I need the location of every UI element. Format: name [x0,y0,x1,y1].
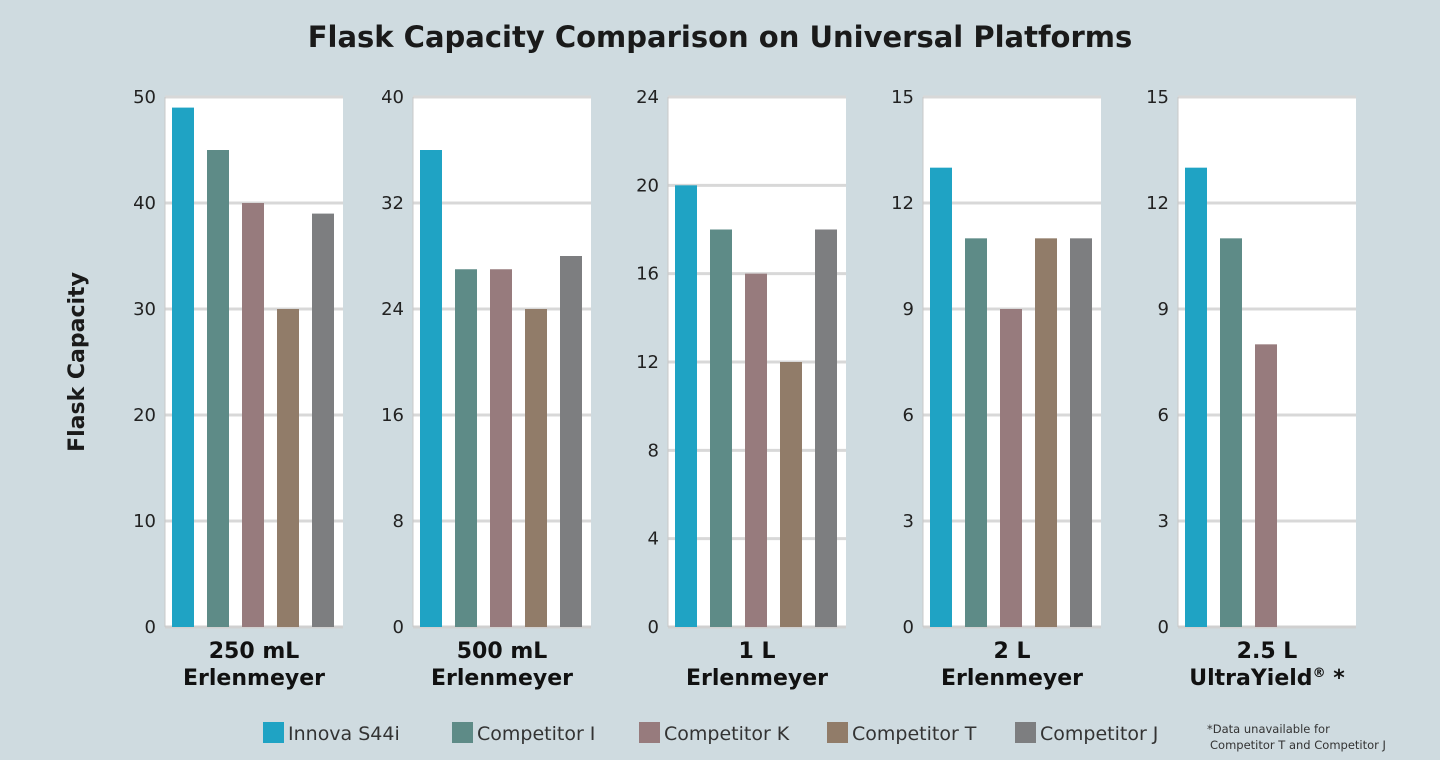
footnote: *Data unavailable for Competitor T and C… [1207,722,1386,752]
y-tick-label: 6 [1158,405,1169,426]
y-tick-label: 10 [133,511,156,532]
y-tick-label: 15 [891,87,914,108]
bar-competitor-k [745,273,767,627]
category-name: Erlenmeyer [183,666,325,691]
y-tick-label: 0 [145,617,156,638]
bar-competitor-t [780,362,802,627]
bar-competitor-k [242,203,264,627]
legend-item-competitor-j: Competitor J [1015,722,1158,745]
legend-item-competitor-i: Competitor I [452,722,595,745]
bar-competitor-t [1035,238,1057,628]
legend-swatch [827,722,848,743]
y-tick-label: 12 [891,193,914,214]
y-tick-label: 4 [648,529,659,550]
bar-competitor-j [312,213,334,627]
bar-competitor-j [815,229,837,627]
y-tick-label: 24 [636,87,659,108]
legend-label: Competitor T [852,723,977,745]
category-name: Erlenmeyer [941,666,1083,691]
registered-mark: ® [1313,666,1326,681]
legend-item-innova-s44i: Innova S44i [263,722,400,745]
category-label-line-1: 2.5 L [1237,639,1298,664]
y-tick-label: 3 [1158,511,1169,532]
y-tick-label: 24 [381,299,404,320]
bar-competitor-i [207,150,229,627]
bar-competitor-k [490,269,512,627]
y-tick-label: 12 [1146,193,1169,214]
bar-competitor-i [965,238,987,628]
y-tick-label: 6 [903,405,914,426]
y-tick-label: 0 [393,617,404,638]
y-tick-label: 40 [133,193,156,214]
footnote-line-1: *Data unavailable for [1207,722,1330,736]
legend-item-competitor-t: Competitor T [827,722,977,745]
y-tick-label: 3 [903,511,914,532]
category-label-line-1: 2 L [994,639,1031,664]
y-tick-label: 20 [133,405,156,426]
bar-competitor-j [1070,238,1092,628]
footnote-line-2: Competitor T and Competitor J [1210,738,1386,752]
legend-label: Competitor K [664,723,790,745]
y-tick-label: 16 [636,264,659,285]
asterisk-mark: * [1326,666,1346,691]
bar-innova-s44i [172,107,194,628]
bar-innova-s44i [420,150,442,627]
y-tick-label: 30 [133,299,156,320]
category-label-line-2: Erlenmeyer [686,666,828,691]
category-name: Erlenmeyer [431,666,573,691]
y-tick-label: 20 [636,175,659,196]
bar-competitor-k [1000,309,1022,627]
y-tick-label: 9 [1158,299,1169,320]
category-label-line-2: Erlenmeyer [183,666,325,691]
bar-innova-s44i [1185,167,1207,627]
category-name: UltraYield [1189,666,1312,691]
category-name: Erlenmeyer [686,666,828,691]
y-tick-label: 15 [1146,87,1169,108]
bar-competitor-k [1255,344,1277,627]
chart-title: Flask Capacity Comparison on Universal P… [308,20,1133,54]
legend-label: Innova S44i [288,723,400,745]
legend-swatch [452,722,473,743]
legend-swatch [263,722,284,743]
category-label-line-2: Erlenmeyer [941,666,1083,691]
y-tick-label: 32 [381,193,404,214]
legend-label: Competitor J [1040,723,1158,745]
bar-competitor-t [277,309,299,627]
y-tick-label: 8 [393,511,404,532]
bar-innova-s44i [675,185,697,628]
y-tick-label: 0 [1158,617,1169,638]
y-tick-label: 0 [648,617,659,638]
category-label-line-2: Erlenmeyer [431,666,573,691]
legend-swatch [639,722,660,743]
bar-innova-s44i [930,167,952,627]
bar-competitor-i [710,229,732,627]
category-label-line-1: 500 mL [457,639,548,664]
y-tick-label: 0 [903,617,914,638]
bar-competitor-j [560,256,582,627]
y-axis-label: Flask Capacity [65,272,90,452]
y-tick-label: 12 [636,352,659,373]
category-label-line-1: 1 L [739,639,776,664]
legend-item-competitor-k: Competitor K [639,722,790,745]
y-tick-label: 16 [381,405,404,426]
y-tick-label: 9 [903,299,914,320]
bar-competitor-t [525,309,547,627]
legend-swatch [1015,722,1036,743]
legend-label: Competitor I [477,723,595,745]
y-tick-label: 8 [648,440,659,461]
y-tick-label: 50 [133,87,156,108]
category-label-line-2: UltraYield® * [1189,666,1345,691]
legend: Innova S44i Competitor I Competitor K Compe… [263,722,1158,745]
bar-competitor-i [1220,238,1242,628]
bar-competitor-i [455,269,477,627]
category-label-line-1: 250 mL [209,639,300,664]
y-tick-label: 40 [381,87,404,108]
